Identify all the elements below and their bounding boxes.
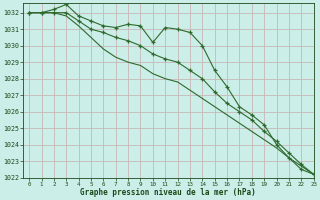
X-axis label: Graphe pression niveau de la mer (hPa): Graphe pression niveau de la mer (hPa) — [80, 188, 256, 197]
